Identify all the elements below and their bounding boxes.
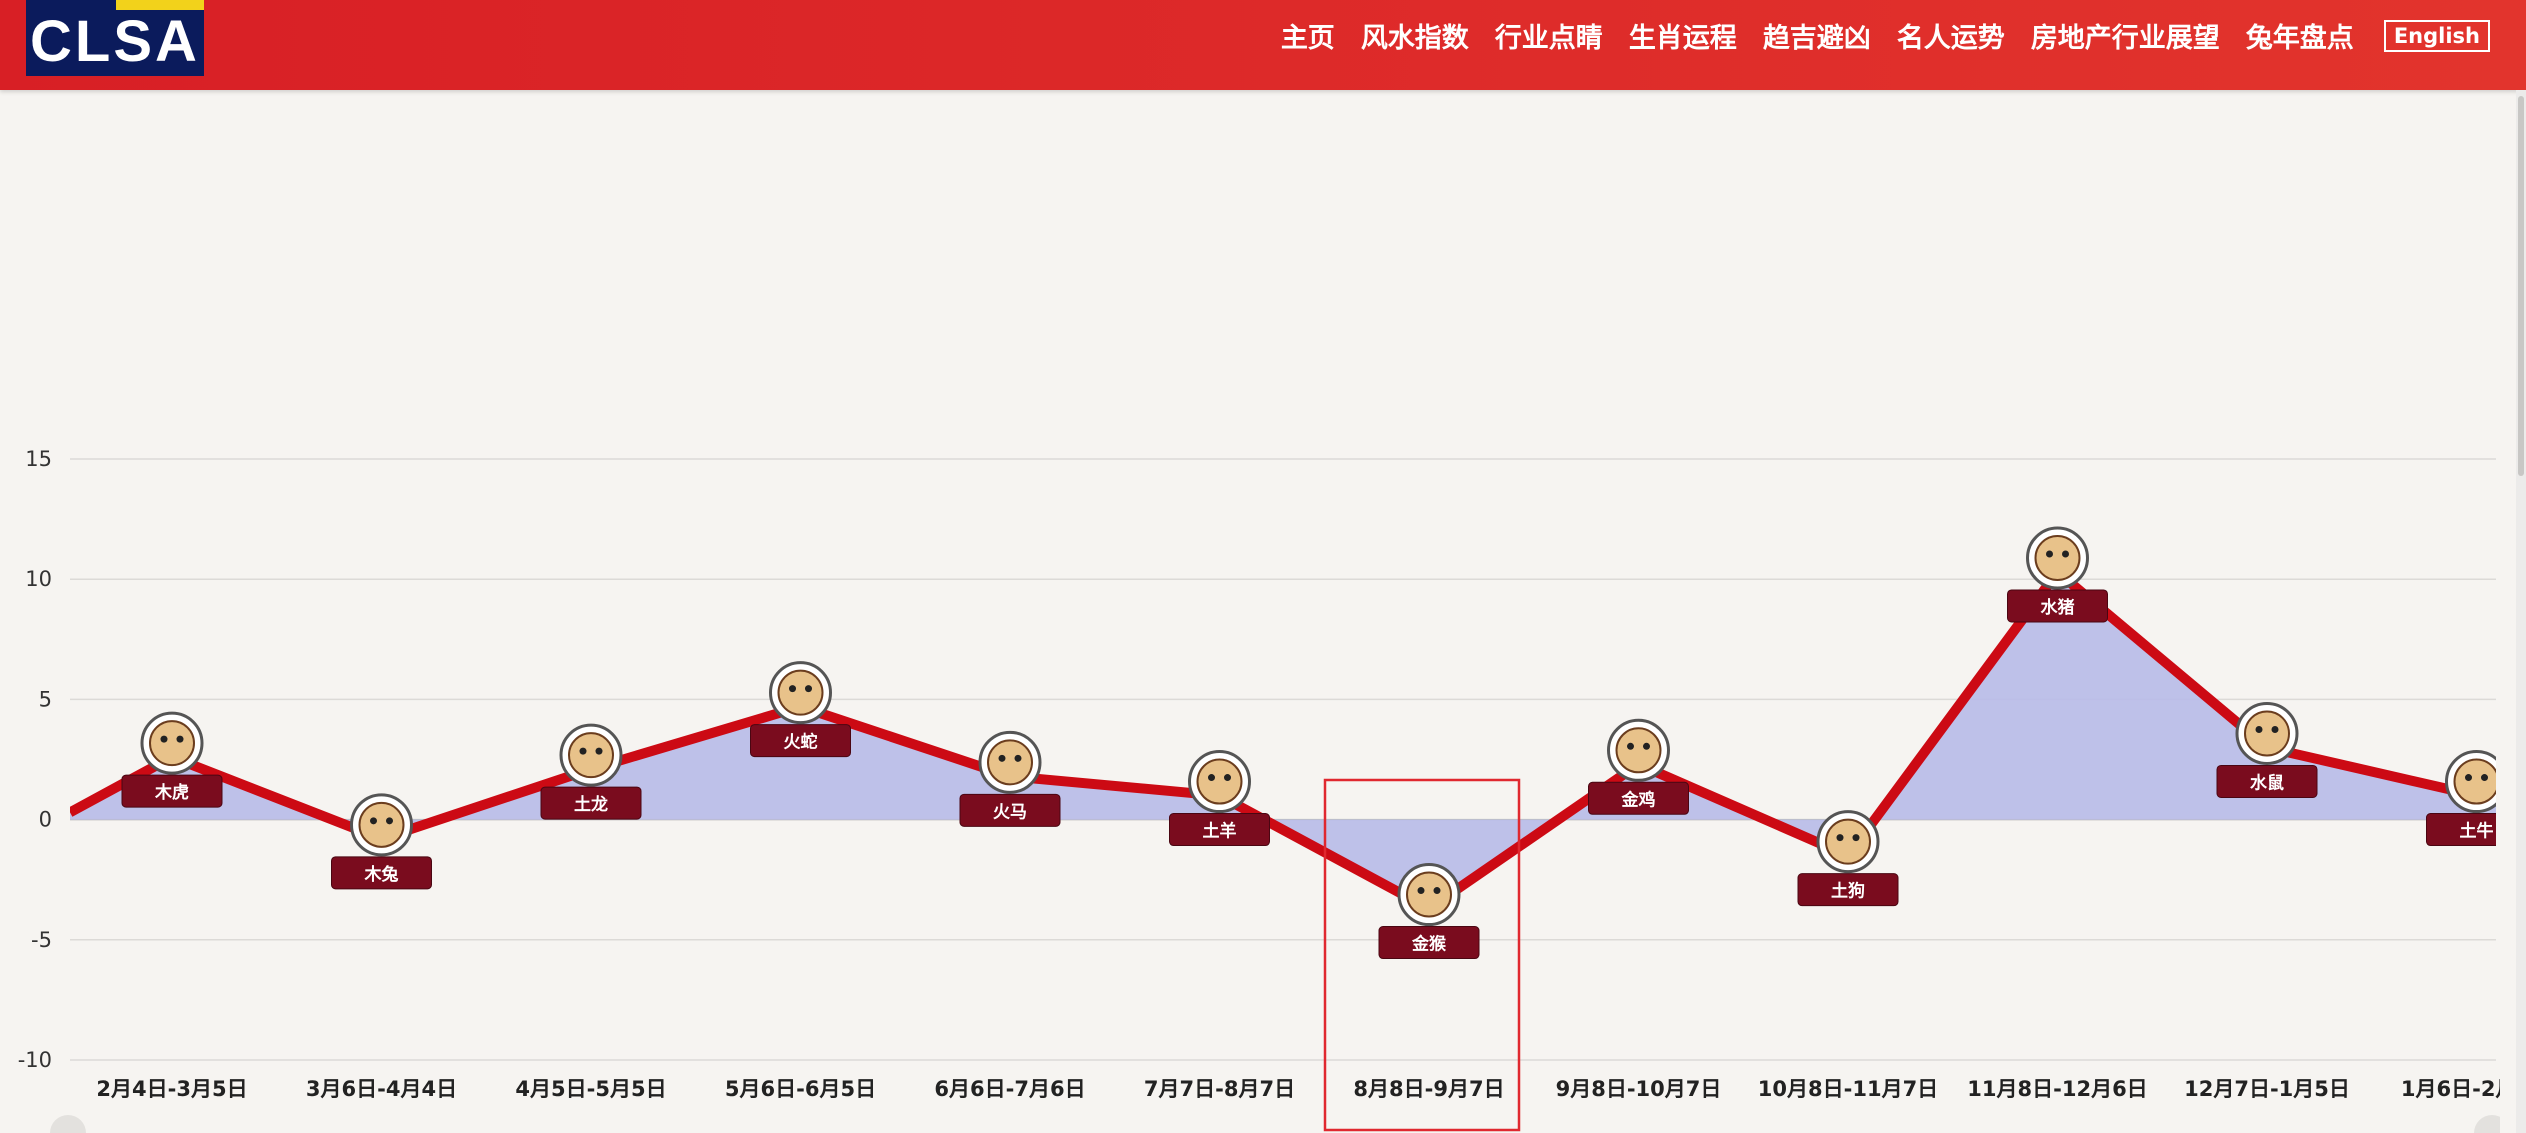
marker: 火蛇 (750, 661, 851, 758)
y-tick-label: -10 (18, 1048, 52, 1072)
x-tick-label: 7月7日-8月7日 (1144, 1077, 1295, 1101)
highlight-box (1323, 778, 1521, 1132)
nav-home[interactable]: 主页 (1280, 23, 1335, 54)
zodiac-label: 金鸡 (1621, 789, 1656, 810)
zodiac-label: 土羊 (1203, 821, 1237, 842)
snake-icon (769, 661, 832, 725)
ox-icon (2445, 750, 2496, 814)
zodiac-badge (540, 786, 642, 820)
marker: 木兔 (331, 793, 432, 890)
nav-rabbit-review[interactable]: 兔年盘点 (2245, 23, 2354, 54)
zodiac-label: 水鼠 (2250, 772, 2284, 793)
x-tick-label: 3月6日-4月4日 (306, 1077, 457, 1101)
marker: 土牛 (2426, 750, 2496, 847)
dragon-icon (559, 723, 623, 787)
zodiac-badge (2426, 813, 2496, 847)
horse-icon (978, 730, 1042, 794)
logo-accent-bar (116, 0, 204, 10)
zodiac-badge (2216, 764, 2318, 798)
nav-zodiac[interactable]: 生肖运程 (1628, 23, 1737, 54)
x-tick-label: 1月6日-2月3日 (2401, 1077, 2500, 1101)
y-tick-label: 10 (25, 567, 52, 591)
pig-icon (2026, 526, 2089, 590)
plot-area (70, 566, 2496, 914)
zodiac-label: 木虎 (154, 782, 189, 803)
zodiac-badge (750, 724, 851, 758)
scroll-right-icon (2474, 1115, 2500, 1133)
marker: 土龙 (540, 723, 642, 820)
zodiac-badge (2007, 589, 2108, 623)
top-header: CLSA 主页 风水指数 行业点睛 生肖运程 趋吉避凶 名人运势 房地产行业展望… (0, 0, 2526, 90)
zodiac-badge (331, 856, 432, 890)
zodiac-badge (959, 793, 1061, 827)
y-tick-label: -5 (31, 928, 52, 952)
marker: 金猴 (1378, 863, 1480, 960)
rooster-icon (1607, 718, 1670, 782)
marker: 火马 (959, 730, 1061, 827)
clsa-logo[interactable]: CLSA (26, 0, 204, 76)
y-tick-label: 5 (39, 687, 52, 711)
x-tick-label: 9月8日-10月7日 (1556, 1077, 1722, 1101)
nav-property[interactable]: 房地产行业展望 (2030, 23, 2220, 54)
zodiac-label: 土龙 (574, 794, 608, 815)
rat-icon (2235, 701, 2299, 765)
zodiac-badge (1797, 873, 1899, 907)
goat-icon (1188, 750, 1251, 814)
zodiac-badge (1169, 813, 1270, 847)
zodiac-label: 金猴 (1411, 934, 1447, 955)
x-tick-label: 12月7日-1月5日 (2184, 1077, 2350, 1101)
y-tick-label: 0 (39, 808, 52, 832)
zodiac-badge (1588, 781, 1689, 815)
zodiac-label: 水猪 (2041, 597, 2075, 618)
marker: 水鼠 (2216, 701, 2318, 798)
rabbit-icon (350, 793, 413, 857)
scroll-left-icon (50, 1115, 86, 1133)
marker: 水猪 (2007, 526, 2108, 623)
marker: 金鸡 (1588, 718, 1689, 815)
dog-icon (1816, 810, 1880, 874)
zodiac-label: 土狗 (1831, 881, 1865, 902)
tiger-icon (140, 711, 204, 775)
nav-industry[interactable]: 行业点睛 (1494, 23, 1603, 54)
marker: 土羊 (1169, 750, 1270, 847)
x-tick-label: 5月6日-6月5日 (725, 1077, 876, 1101)
x-tick-label: 6月6日-7月6日 (934, 1077, 1085, 1101)
scrollbar-thumb[interactable] (2518, 96, 2524, 476)
scrollbar-track[interactable] (2516, 90, 2526, 1133)
area-fill (70, 571, 2496, 909)
main-nav: 主页 风水指数 行业点睛 生肖运程 趋吉避凶 名人运势 房地产行业展望 兔年盘点… (1281, 16, 2490, 55)
marker: 土狗 (1797, 810, 1899, 907)
x-tick-label: 11月8日-12月6日 (1967, 1077, 2147, 1101)
zodiac-label: 土牛 (2460, 821, 2494, 842)
x-tick-label: 10月8日-11月7日 (1758, 1077, 1938, 1101)
x-tick-label: 8月8日-9月7日 (1353, 1077, 1504, 1101)
logo-text: CLSA (30, 8, 200, 74)
zodiac-badge (1378, 926, 1480, 960)
monkey-icon (1397, 863, 1461, 927)
nav-fengshui-index[interactable]: 风水指数 (1360, 23, 1469, 54)
zodiac-label: 火蛇 (784, 732, 818, 753)
nav-fortune-tips[interactable]: 趋吉避凶 (1762, 23, 1871, 54)
y-tick-label: 15 (25, 447, 52, 471)
zodiac-label: 木兔 (364, 864, 399, 885)
zodiac-badge (121, 774, 223, 808)
x-tick-label: 2月4日-3月5日 (96, 1077, 247, 1101)
nav-celebrity[interactable]: 名人运势 (1896, 23, 2005, 54)
x-tick-label: 4月5日-5月5日 (515, 1077, 666, 1101)
marker: 木虎 (121, 711, 223, 808)
language-toggle[interactable]: English (2383, 19, 2490, 52)
zodiac-label: 火马 (993, 802, 1027, 822)
